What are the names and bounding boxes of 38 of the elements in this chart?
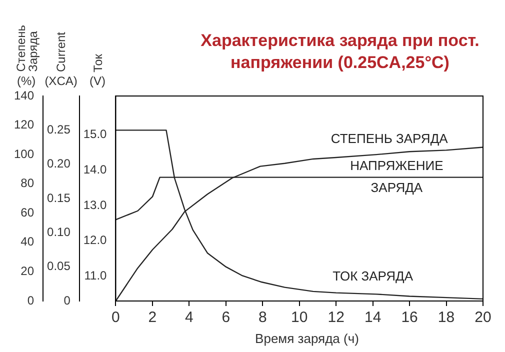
x-tick-label: 20 bbox=[474, 309, 492, 326]
series-label: СТЕПЕНЬ ЗАРЯДА bbox=[330, 131, 448, 146]
y2-tick-label: 0.15 bbox=[47, 190, 71, 205]
y-tick-label: 120 bbox=[14, 118, 34, 132]
y3-axis-title: Ток (V) bbox=[90, 54, 106, 88]
y3-tick-label: 11.0 bbox=[84, 268, 108, 283]
y2-axis-title: Current (XCA) bbox=[44, 32, 78, 88]
y3-tick-label: 15.0 bbox=[83, 127, 108, 142]
y-axis-title: Степень Заряда (%) bbox=[14, 25, 40, 88]
y2-tick-label: 0.10 bbox=[47, 224, 71, 239]
x-tick-label: 18 bbox=[438, 309, 455, 326]
x-tick-label: 14 bbox=[364, 309, 382, 326]
y-tick-label: 40 bbox=[20, 234, 34, 249]
x-tick-label: 16 bbox=[401, 309, 418, 326]
x-tick-label: 10 bbox=[291, 309, 308, 326]
y3-tick-label: 14.0 bbox=[83, 162, 108, 177]
y2-tick-label: 0 bbox=[64, 293, 71, 308]
y3-tick-label: 13.0 bbox=[83, 198, 108, 212]
x-tick-label: 12 bbox=[328, 309, 344, 326]
y-tick-label: 20 bbox=[20, 264, 34, 278]
y2-tick-label: 0.20 bbox=[47, 156, 71, 171]
x-tick-label: 8 bbox=[258, 309, 267, 326]
y-tick-label: 100 bbox=[14, 146, 34, 161]
x-tick-label: 0 bbox=[112, 309, 120, 326]
series-label: ТОК ЗАРЯДА bbox=[332, 268, 414, 284]
x-tick-label: 4 bbox=[185, 309, 194, 326]
y-tick-label: 0 bbox=[27, 293, 34, 308]
x-axis-title: Время заряда (ч) bbox=[254, 331, 360, 346]
y2-tick-label: 0.05 bbox=[47, 259, 71, 274]
y2-tick-label: 0.25 bbox=[47, 122, 71, 136]
series-label: НАПРЯЖЕНИЕ ЗАРЯДА bbox=[350, 158, 444, 195]
y-tick-label: 80 bbox=[20, 176, 34, 190]
y-tick-label: 60 bbox=[20, 205, 34, 220]
y-tick-label: 140 bbox=[14, 88, 34, 102]
y3-tick-label: 12.0 bbox=[83, 233, 108, 248]
chart-title: Характеристика заряда при пост. напряжении (0.25CA,25°C) bbox=[200, 30, 480, 74]
x-tick-label: 2 bbox=[148, 309, 157, 326]
x-tick-label: 6 bbox=[222, 309, 230, 326]
